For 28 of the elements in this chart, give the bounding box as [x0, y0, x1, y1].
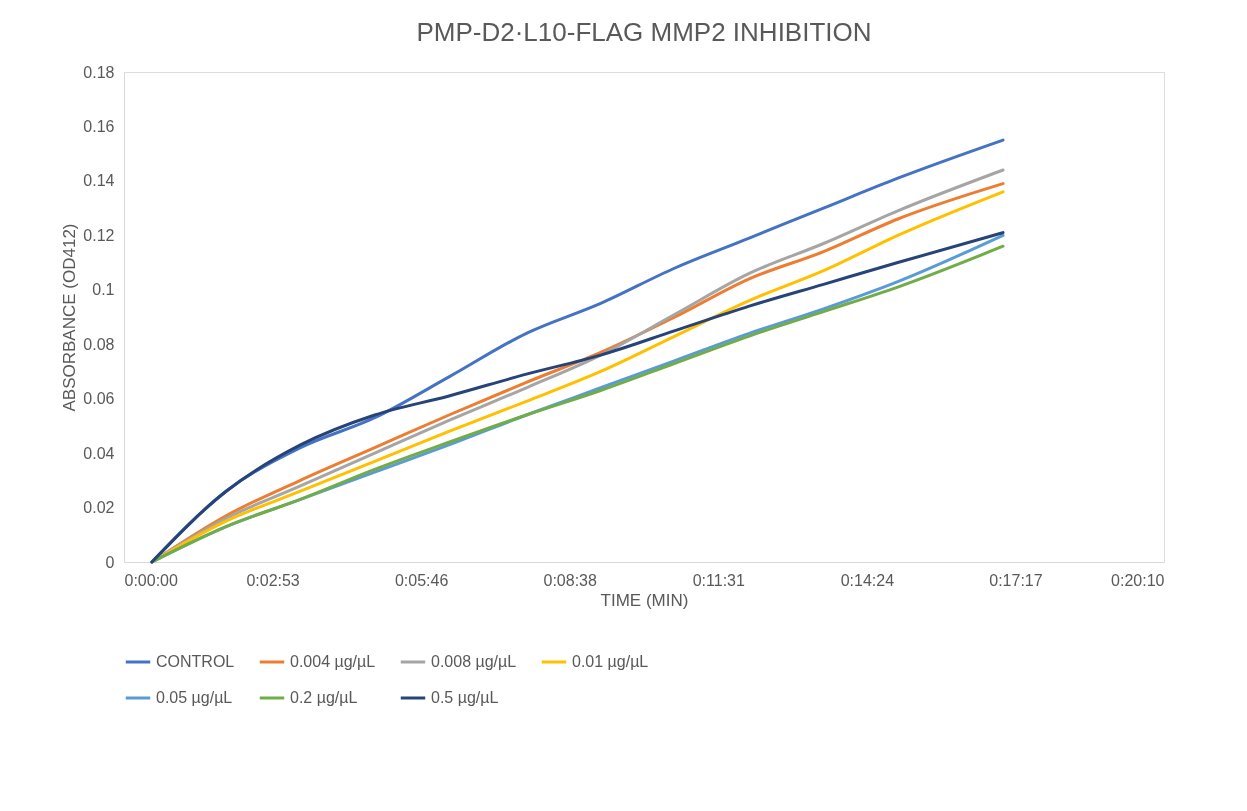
- y-axis-title: ABSORBANCE (OD412): [60, 223, 80, 412]
- x-axis-title: TIME (MIN): [600, 590, 689, 610]
- legend-label: 0.01 µg/µL: [572, 653, 649, 670]
- x-tick-label: 0:14:24: [840, 571, 895, 589]
- x-tick-label: 0:20:10: [1111, 571, 1165, 589]
- legend-label: 0.05 µg/µL: [156, 689, 233, 706]
- y-tick-label: 0.12: [83, 226, 115, 244]
- legend-label: 0.008 µg/µL: [431, 653, 517, 670]
- x-tick-label: 0:00:00: [124, 571, 178, 589]
- y-tick-label: 0.16: [83, 117, 115, 135]
- x-tick-label: 0:17:17: [989, 571, 1043, 589]
- y-tick-label: 0.04: [83, 444, 115, 462]
- legend-label: 0.5 µg/µL: [431, 689, 499, 706]
- x-tick-label: 0:02:53: [246, 571, 300, 589]
- legend-label: CONTROL: [156, 653, 235, 670]
- y-tick-label: 0.1: [92, 281, 115, 299]
- x-tick-label: 0:05:46: [394, 571, 449, 589]
- y-tick-label: 0.18: [83, 63, 115, 81]
- y-tick-label: 0.02: [83, 499, 115, 517]
- legend-label: 0.004 µg/µL: [290, 653, 376, 670]
- y-tick-label: 0.14: [83, 172, 115, 190]
- y-tick-label: 0.08: [83, 335, 115, 353]
- chart-title: PMP-D2·L10-FLAG MMP2 INHIBITION: [416, 17, 872, 47]
- legend-label: 0.2 µg/µL: [290, 689, 358, 706]
- y-tick-label: 0: [105, 553, 115, 571]
- x-tick-label: 0:11:31: [692, 571, 745, 589]
- y-tick-label: 0.06: [83, 390, 115, 408]
- x-tick-label: 0:08:38: [543, 571, 597, 589]
